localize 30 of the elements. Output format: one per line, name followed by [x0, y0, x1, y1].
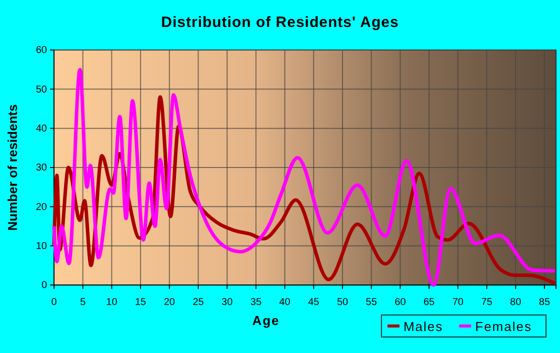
x-tick-label: 5: [80, 297, 86, 308]
x-tick-label: 85: [538, 297, 550, 308]
x-tick-label: 15: [134, 297, 147, 308]
x-tick-label: 55: [366, 297, 378, 308]
x-tick-label: 45: [308, 297, 320, 308]
y-tick-label: 50: [36, 84, 48, 96]
y-tick-label: 60: [36, 45, 48, 56]
x-axis-title: Age: [252, 313, 280, 328]
x-tick-label: 35: [250, 297, 262, 308]
y-tick-label: 0: [41, 280, 48, 292]
y-tick-label: 20: [36, 202, 48, 213]
x-tick-label: 10: [106, 297, 118, 308]
y-axis-title: Number of residents: [5, 104, 20, 231]
y-tick-label: 10: [36, 241, 48, 252]
chart-title: Distribution of Residents' Ages: [161, 14, 399, 31]
x-tick-label: 60: [394, 297, 406, 308]
x-tick-label: 80: [510, 297, 522, 308]
x-tick-label: 50: [336, 297, 349, 308]
x-tick-label: 75: [481, 297, 493, 308]
x-tick-label: 20: [164, 297, 176, 308]
x-tick-label: 30: [222, 297, 234, 308]
y-tick-label: 40: [36, 124, 48, 135]
x-tick-label: 65: [423, 297, 436, 308]
legend-label: Females: [475, 319, 532, 334]
x-tick-label: 25: [192, 297, 204, 308]
x-tick-label: 40: [279, 297, 291, 308]
x-tick-label: 70: [452, 297, 464, 308]
y-tick-label: 30: [36, 162, 48, 174]
x-tick-label: 0: [51, 297, 58, 308]
legend-label: Males: [403, 319, 444, 334]
